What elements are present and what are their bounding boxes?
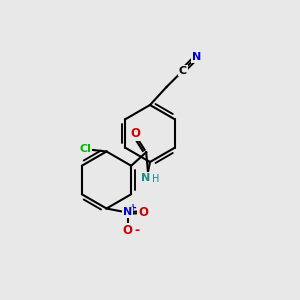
Text: N: N: [123, 207, 132, 218]
Text: +: +: [129, 203, 137, 213]
Text: N: N: [192, 52, 201, 62]
Text: O: O: [122, 224, 133, 237]
Text: O: O: [131, 127, 141, 140]
Text: N: N: [141, 173, 150, 183]
Text: -: -: [134, 224, 139, 237]
Text: H: H: [152, 174, 160, 184]
Text: Cl: Cl: [80, 144, 92, 154]
Text: O: O: [138, 206, 148, 219]
Text: C: C: [179, 65, 187, 76]
